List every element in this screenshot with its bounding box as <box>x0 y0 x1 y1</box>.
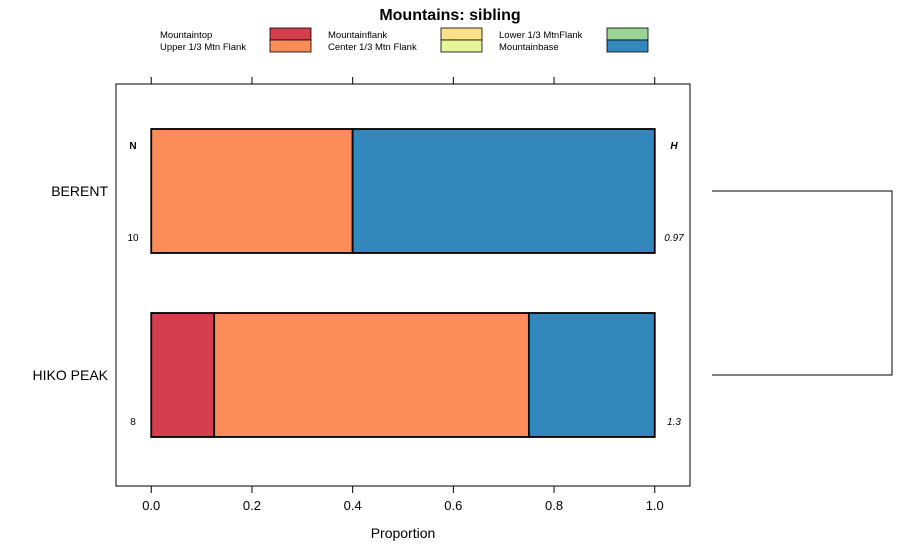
legend-label: Mountainbase <box>499 42 559 53</box>
plot-frame <box>115 83 691 487</box>
annotations: N H 10 0.97 8 1.3 <box>127 141 684 428</box>
row-label: BERENT <box>51 183 108 199</box>
x-axis-label: Proportion <box>371 525 436 541</box>
n-header: N <box>129 141 136 152</box>
legend-swatch <box>269 39 312 53</box>
legend-label: Mountainflank <box>328 30 387 41</box>
chart-title: Mountains: sibling <box>379 7 520 24</box>
x-tick-label: 1.0 <box>646 498 664 513</box>
bar-segment <box>351 128 656 254</box>
n-value: 10 <box>127 233 139 244</box>
legend-swatch <box>440 39 483 53</box>
h-value: 1.3 <box>667 417 681 428</box>
row-labels: BERENT HIKO PEAK <box>33 183 109 383</box>
h-header: H <box>670 141 678 152</box>
x-tick-label: 0.8 <box>545 498 563 513</box>
bar-segment <box>527 312 656 438</box>
legend-label: Mountaintop <box>160 30 212 41</box>
h-value: 0.97 <box>664 233 684 244</box>
row-label: HIKO PEAK <box>33 367 109 383</box>
legend-swatch <box>440 27 483 41</box>
legend-swatch <box>606 27 649 41</box>
legend-label: Center 1/3 Mtn Flank <box>328 42 417 53</box>
legend-label: Lower 1/3 MtnFlank <box>499 30 583 41</box>
legend-label: Upper 1/3 Mtn Flank <box>160 42 246 53</box>
bars <box>150 128 656 438</box>
bar-segment <box>150 128 354 254</box>
x-tick-label: 0.4 <box>344 498 362 513</box>
bar-segment <box>150 312 216 438</box>
n-value: 8 <box>130 417 136 428</box>
x-axis: 0.0 0.2 0.4 0.6 0.8 1.0 <box>142 77 664 513</box>
legend-swatch <box>269 27 312 41</box>
dendrogram <box>712 190 893 376</box>
bar-segment <box>213 312 530 438</box>
dendrogram-branch <box>712 190 893 376</box>
x-tick-label: 0.6 <box>444 498 462 513</box>
legend-swatch <box>606 39 649 53</box>
x-tick-label: 0.0 <box>142 498 160 513</box>
x-tick-label: 0.2 <box>243 498 261 513</box>
